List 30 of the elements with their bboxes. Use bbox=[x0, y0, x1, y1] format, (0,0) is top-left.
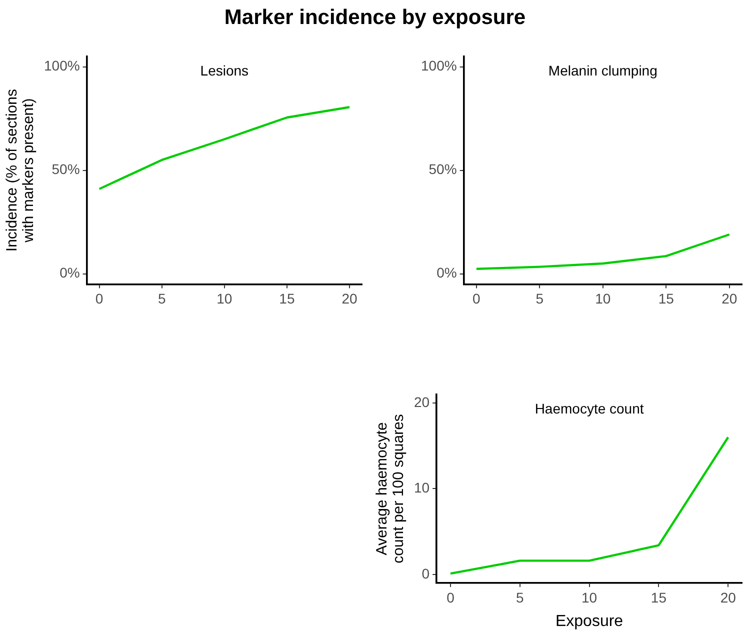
chart-subtitle: Lesions bbox=[200, 62, 249, 78]
x-tick-label: 20 bbox=[720, 589, 736, 606]
chart-title: Marker incidence by exposure bbox=[223, 6, 527, 30]
x-tick-label: 15 bbox=[279, 290, 295, 306]
x-axis-title: Exposure bbox=[555, 612, 624, 630]
x-tick-label: 10 bbox=[581, 589, 598, 606]
y-tick-label: 50% bbox=[52, 161, 80, 178]
x-tick-label: 5 bbox=[158, 290, 166, 306]
y-axis-title: Incidence (% of sections with markers present) bbox=[3, 89, 37, 252]
y-tick-label: 10 bbox=[414, 480, 430, 496]
chart-subtitle: Haemocyte count bbox=[534, 400, 644, 416]
x-tick-label: 20 bbox=[722, 290, 738, 306]
chart-subtitle: Melanin clumping bbox=[548, 62, 658, 78]
x-tick-label: 5 bbox=[536, 290, 544, 306]
y-tick-label: 0 bbox=[422, 565, 430, 582]
y-tick-label: 50% bbox=[428, 161, 457, 178]
x-tick-label: 10 bbox=[595, 290, 611, 306]
x-tick-label: 15 bbox=[658, 290, 674, 306]
y-tick-label: 20 bbox=[414, 394, 430, 410]
y-tick-label: 0% bbox=[436, 264, 457, 281]
x-tick-label: 15 bbox=[650, 589, 667, 606]
x-tick-label: 5 bbox=[516, 589, 524, 606]
y-tick-label: 100% bbox=[44, 58, 80, 74]
x-tick-label: 10 bbox=[216, 290, 232, 306]
x-tick-label: 0 bbox=[472, 290, 481, 306]
x-tick-label: 20 bbox=[342, 290, 358, 306]
x-tick-label: 0 bbox=[95, 290, 104, 306]
y-axis-title: Average haemocyte count per 100 squares bbox=[373, 414, 407, 564]
y-tick-label: 0% bbox=[60, 264, 80, 281]
y-tick-label: 100% bbox=[420, 58, 457, 74]
